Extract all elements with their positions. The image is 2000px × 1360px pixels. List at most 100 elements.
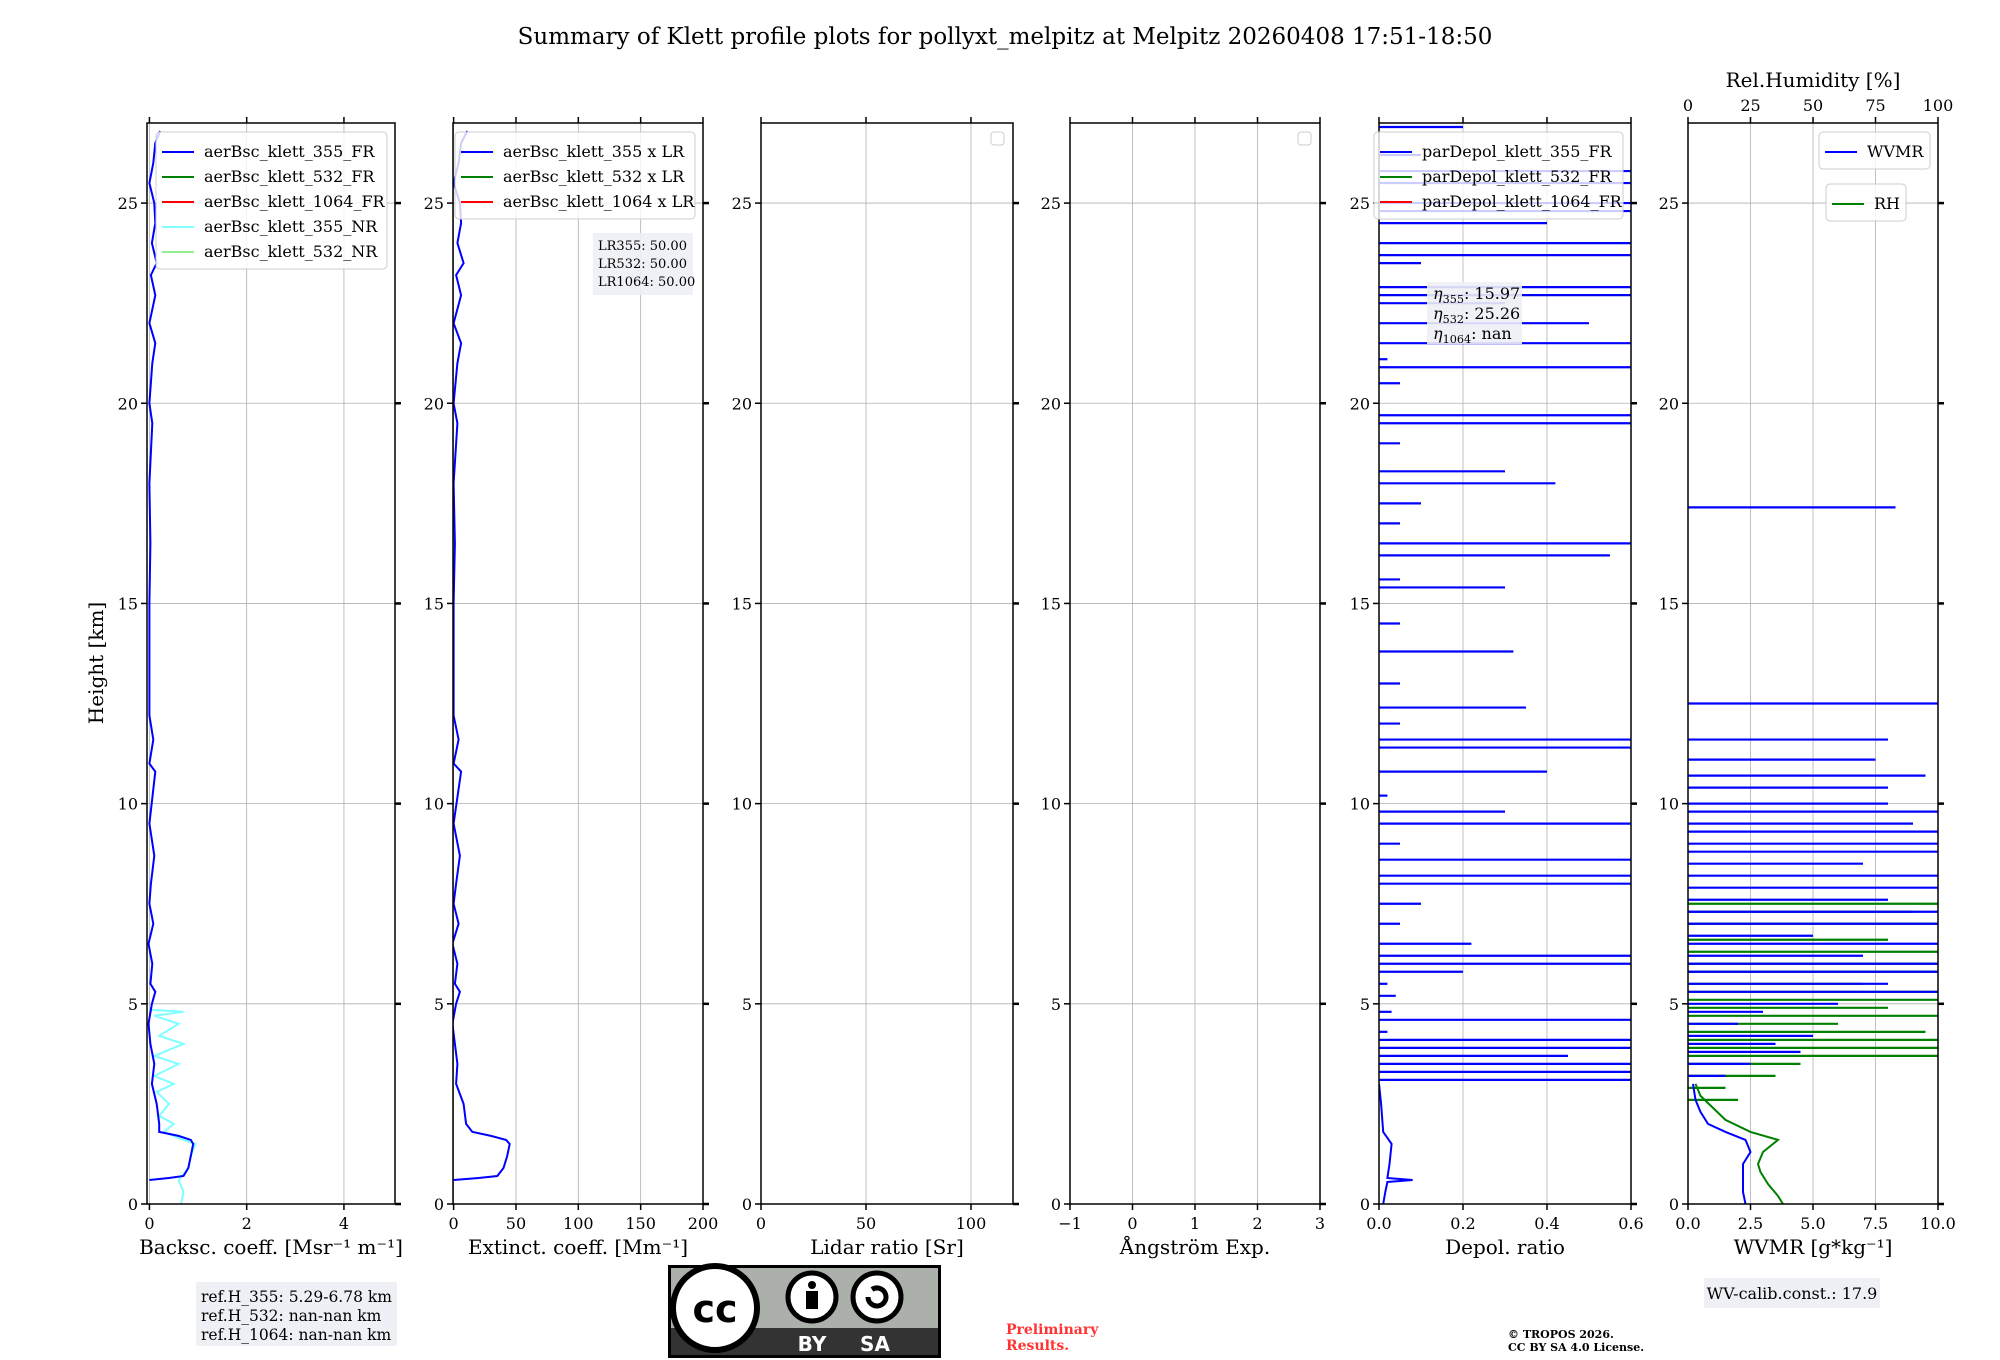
top-x-tick-label: 25 xyxy=(1740,96,1760,115)
y-tick-label: 25 xyxy=(732,194,752,213)
subscript: 355 xyxy=(1443,293,1464,306)
cc-text: cc xyxy=(692,1287,737,1331)
x-axis-label: Lidar ratio [Sr] xyxy=(810,1235,964,1259)
x-tick-label: 0 xyxy=(756,1214,766,1233)
series-group xyxy=(453,130,511,1181)
x-tick-label: 7.5 xyxy=(1863,1214,1888,1233)
y-tick-label: 15 xyxy=(118,594,138,613)
lr-box-line: LR355: 50.00 xyxy=(598,239,687,254)
legend-frame xyxy=(1825,183,1907,222)
by-label: BY xyxy=(798,1332,827,1356)
legend-label: parDepol_klett_532_FR xyxy=(1422,167,1613,186)
y-tick-label: 20 xyxy=(1041,394,1061,413)
y-axis-label: Height [km] xyxy=(84,602,108,724)
symbol: η xyxy=(1433,284,1443,303)
y-tick-label: 25 xyxy=(118,194,138,213)
y-tick-label: 10 xyxy=(1041,795,1061,814)
axes-frame xyxy=(1687,122,1939,1205)
panel-wv: 0.0 2.5 5.0 7.5 10.0 0 5 10 15 20 25 0 25 50 75 100 Rel.… xyxy=(1659,68,1956,1259)
lr-box-line: LR532: 50.00 xyxy=(598,257,687,272)
x-tick-label: 4 xyxy=(339,1214,349,1233)
lr-box: LR355: 50.00 LR532: 50.00 LR1064: 50.00 xyxy=(593,233,695,295)
cc-icon xyxy=(670,1263,760,1353)
x-tick-label: 0.6 xyxy=(1618,1214,1643,1233)
legend-frame xyxy=(155,131,388,270)
top-x-tick-label: 0 xyxy=(1683,96,1693,115)
legend-label: aerBsc_klett_1064 x LR xyxy=(503,192,695,211)
wv-calib-box: WV-calib.const.: 17.9 xyxy=(1704,1278,1880,1308)
legend-label: RH xyxy=(1874,194,1900,213)
y-tick-label: 15 xyxy=(732,594,752,613)
y-tick-label: 0 xyxy=(742,1195,752,1214)
axes-frame xyxy=(1378,122,1632,1205)
x-tick-label: 0 xyxy=(144,1214,154,1233)
top-axis-label: Rel.Humidity [%] xyxy=(1726,68,1901,92)
legend: aerBsc_klett_355 x LR aerBsc_klett_532 x … xyxy=(454,131,696,220)
legend-frame xyxy=(1373,131,1624,220)
y-tick-label: 5 xyxy=(1051,995,1061,1014)
y-tick-label: 0 xyxy=(128,1195,138,1214)
legend: parDepol_klett_355_FR parDepol_klett_532_… xyxy=(1373,131,1624,220)
legend-frame xyxy=(454,131,696,220)
y-tick-label: 25 xyxy=(1350,194,1370,213)
copyright-line1: © TROPOS 2026. xyxy=(1508,1328,1614,1341)
symbol: η xyxy=(1433,304,1443,323)
series-line xyxy=(147,130,195,1181)
panel-depol: 0.0 0.2 0.4 0.6 0 5 10 15 20 25 Depol. ratio parDep… xyxy=(1350,117,1644,1259)
series-line xyxy=(1379,1083,1413,1204)
panel-bsc: 0 2 4 0 5 10 15 20 25 Backsc. coeff. [Msr⁻¹ m⁻¹] a… xyxy=(118,117,403,1259)
y-tick-label: 5 xyxy=(434,995,444,1014)
legend-label: aerBsc_klett_355_FR xyxy=(204,142,375,161)
x-tick-label: 0.0 xyxy=(1675,1214,1700,1233)
ref-height-1064: ref.H_1064: nan-nan km xyxy=(201,1326,392,1344)
subscript: 1064 xyxy=(1443,333,1471,346)
ref-height-532: ref.H_532: nan-nan km xyxy=(201,1307,382,1325)
legend-label: parDepol_klett_1064_FR xyxy=(1422,192,1623,211)
figure-title: Summary of Klett profile plots for polly… xyxy=(518,24,1493,50)
eta-box-bg xyxy=(1427,282,1522,344)
axes-frame xyxy=(146,122,396,1205)
axes-frame xyxy=(452,122,704,1205)
y-tick-label: 0 xyxy=(1669,1195,1679,1214)
y-tick-label: 25 xyxy=(1659,194,1679,213)
x-axis-label: Depol. ratio xyxy=(1445,1235,1565,1259)
y-tick-label: 5 xyxy=(128,995,138,1014)
lr-box-bg xyxy=(593,233,693,295)
x-tick-label: 2 xyxy=(242,1214,252,1233)
x-tick-label: 150 xyxy=(625,1214,656,1233)
x-tick-label: 50 xyxy=(506,1214,526,1233)
legend-label: parDepol_klett_355_FR xyxy=(1422,142,1613,161)
y-tick-label: 10 xyxy=(424,795,444,814)
preliminary-line1: Preliminary xyxy=(1006,1322,1099,1338)
ref-height-box: ref.H_355: 5.29-6.78 km ref.H_532: nan-n… xyxy=(196,1282,397,1346)
top-x-tick-label: 50 xyxy=(1803,96,1823,115)
series-line xyxy=(1692,1083,1752,1204)
legend-frame xyxy=(1818,131,1931,170)
x-tick-label: 3 xyxy=(1315,1214,1325,1233)
eta-box-line: η1064: nan xyxy=(1433,324,1512,346)
x-tick-label: 0.4 xyxy=(1534,1214,1559,1233)
share-alike-icon xyxy=(850,1270,904,1324)
y-tick-label: 10 xyxy=(732,795,752,814)
y-tick-label: 0 xyxy=(1051,1195,1061,1214)
ref-height-355: ref.H_355: 5.29-6.78 km xyxy=(201,1288,392,1306)
axes-frame xyxy=(760,122,1014,1205)
sa-label: SA xyxy=(860,1332,890,1356)
legend-label: aerBsc_klett_355 x LR xyxy=(503,142,685,161)
top-x-tick-label: 100 xyxy=(1923,96,1954,115)
empty-legend xyxy=(1297,131,1312,146)
legend-label: aerBsc_klett_1064_FR xyxy=(204,192,386,211)
x-axis-label: Extinct. coeff. [Mm⁻¹] xyxy=(468,1235,688,1259)
y-tick-label: 15 xyxy=(424,594,444,613)
legend: WVMR xyxy=(1818,131,1931,170)
y-tick-label: 20 xyxy=(732,394,752,413)
symbol: η xyxy=(1433,324,1443,343)
y-tick-label: 15 xyxy=(1041,594,1061,613)
x-tick-label: −1 xyxy=(1058,1214,1082,1233)
cc-by-sa-logo: cc BY SA xyxy=(668,1263,941,1358)
legend-label: aerBsc_klett_355_NR xyxy=(204,217,378,236)
x-axis-label: Ångström Exp. xyxy=(1119,1234,1270,1259)
